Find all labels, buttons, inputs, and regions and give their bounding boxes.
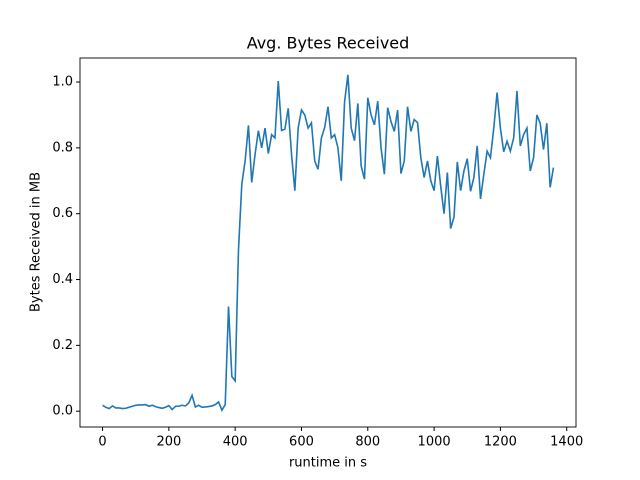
y-axis-label: Bytes Received in MB	[29, 172, 44, 312]
x-tick-label: 1200	[484, 435, 517, 450]
y-tick-label: 1.0	[52, 75, 73, 90]
data-line	[102, 74, 555, 413]
y-tick-label: 0.8	[52, 140, 73, 155]
x-tick-label: 1400	[550, 435, 583, 450]
plot-frame	[79, 57, 577, 428]
y-tick-label: 0.4	[52, 272, 73, 287]
x-tick-label: 600	[289, 435, 314, 450]
chart-title: Avg. Bytes Received	[247, 34, 410, 53]
x-tick-label: 400	[223, 435, 248, 450]
x-tick-label: 1000	[418, 435, 451, 450]
x-tick-label: 800	[355, 435, 380, 450]
x-axis-label: runtime in s	[289, 456, 367, 471]
y-tick-label: 0.2	[52, 338, 73, 353]
y-tick-label: 0.0	[52, 404, 73, 419]
x-tick-label: 0	[98, 435, 106, 450]
x-tick-label: 200	[156, 435, 181, 450]
y-tick-label: 0.6	[52, 206, 73, 221]
